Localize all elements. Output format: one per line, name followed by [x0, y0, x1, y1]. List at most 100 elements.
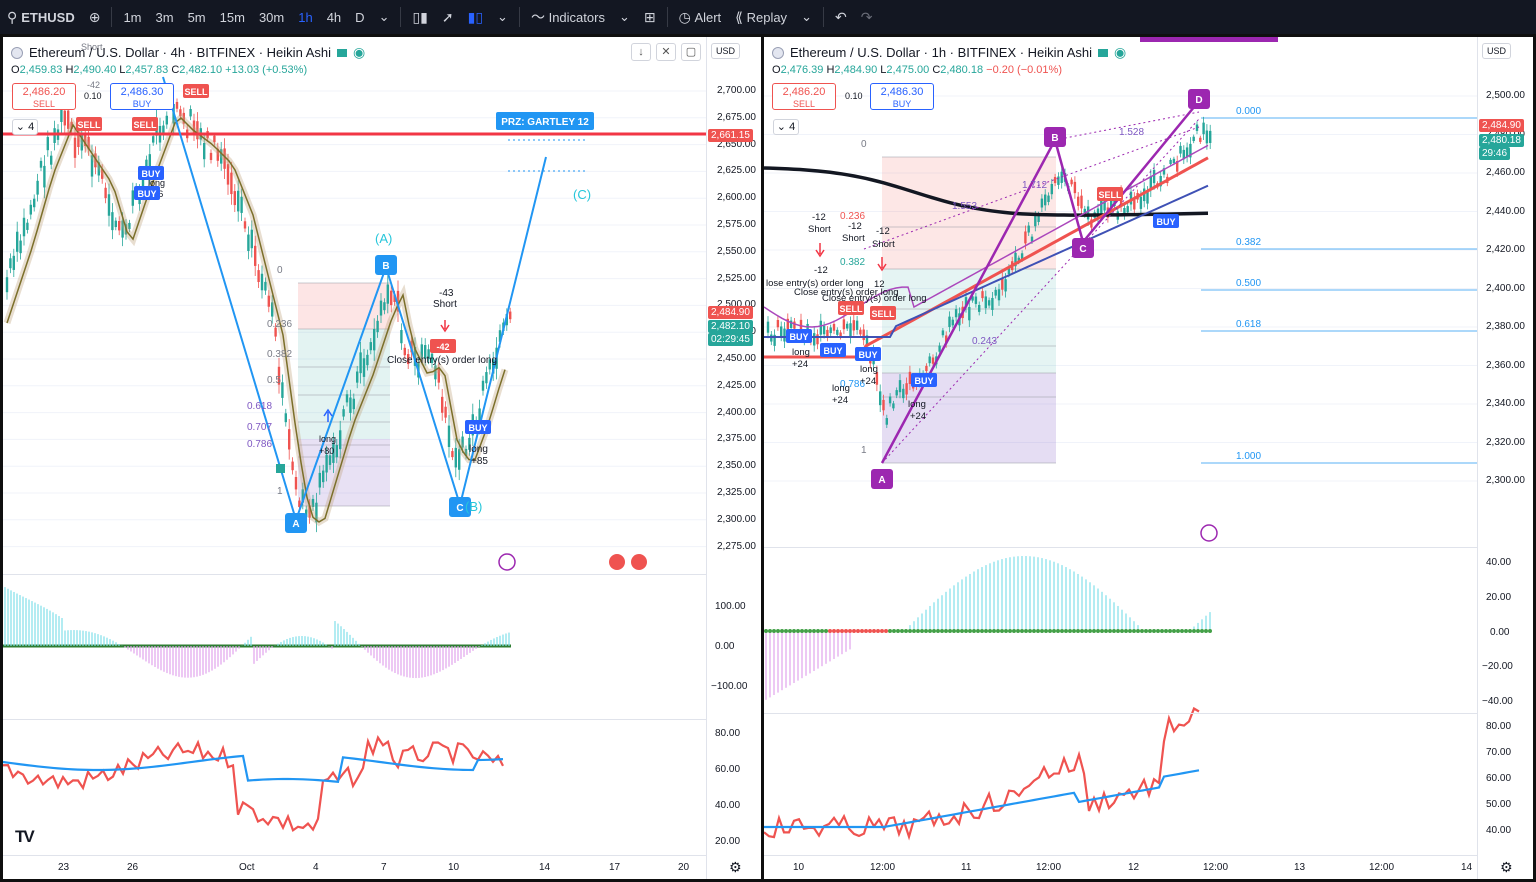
time-axis-4h[interactable]: 23 26 Oct 4 7 10 14 17 20 — [3, 855, 706, 879]
settings-gear-icon[interactable]: ⚙ — [729, 859, 742, 875]
macd-dot — [800, 629, 804, 633]
macd-dot — [816, 629, 820, 633]
candle-body — [1133, 197, 1136, 210]
divider — [822, 7, 824, 27]
bar-style-button[interactable]: ▯▮ — [405, 0, 434, 34]
candle-body — [875, 372, 879, 385]
macd-dot — [1208, 629, 1212, 633]
candle-body — [305, 509, 308, 518]
alert-button[interactable]: ◷ Alert — [672, 0, 729, 34]
chart-panel-4h[interactable]: PRZ: GARTLEY 12 A B C (A) (B) (C) 0 0.236 0.382 0.… — [3, 37, 761, 879]
chart-panel-1h[interactable]: 0.000 0.382 0.500 0.618 1.000 A B C D 1.553 1.528 1… — [764, 37, 1533, 879]
candle-body — [230, 172, 233, 195]
macd-dot — [880, 629, 884, 633]
fib-level-label: 0.786 — [247, 439, 272, 450]
pane-divider[interactable] — [3, 574, 706, 575]
redo-button[interactable]: ↷ — [854, 0, 880, 34]
indicators-collapse-button[interactable]: ⌄ 4 — [773, 119, 799, 135]
symbol-search[interactable]: ⚲ ETHUSD — [0, 0, 82, 34]
trade-label: Short — [842, 233, 865, 244]
fib-retracement-label: 1.000 — [1236, 451, 1261, 462]
macd-dot — [840, 629, 844, 633]
trade-label: lose entry(s) order long — [766, 278, 864, 289]
chart-canvas-1h[interactable]: 0.0000.3820.5000.6181.000ABCD1.5531.5281… — [764, 37, 1533, 879]
candle-body — [1123, 207, 1126, 216]
sell-order-button[interactable]: 2,486.20 SELL — [12, 83, 76, 110]
interval-3m[interactable]: 3m — [155, 9, 174, 25]
candle-body — [1162, 168, 1166, 175]
sell-signal: -42 — [436, 342, 449, 352]
macd-dot — [1176, 629, 1180, 633]
buy-order-button[interactable]: 2,486.30 BUY — [110, 83, 174, 110]
compare-button[interactable]: ⊕ — [82, 0, 108, 34]
time-label: 26 — [127, 862, 139, 873]
interval-5m[interactable]: 5m — [187, 9, 206, 25]
interval-1h[interactable]: 1h — [298, 9, 313, 25]
alarm-clock-icon: ◷ — [678, 8, 691, 25]
fib-level-label: 0.382 — [267, 349, 292, 360]
replay-dropdown[interactable]: ⌄ — [794, 0, 819, 34]
indicators-button[interactable]: 〜 Indicators — [524, 0, 612, 34]
interval-15m[interactable]: 15m — [219, 9, 245, 25]
candle-body — [464, 448, 468, 456]
indicators-dropdown[interactable]: ⌄ — [612, 0, 637, 34]
layout-button[interactable]: ⊞ — [637, 0, 663, 34]
interval-1m[interactable]: 1m — [123, 9, 142, 25]
price-axis-1h[interactable]: USD 2,500.002,480.002,460.002,440.002,42… — [1477, 37, 1533, 879]
candle-body — [260, 273, 264, 291]
candle-body — [994, 289, 997, 296]
undo-button[interactable]: ↶ — [828, 0, 854, 34]
buy-order-button[interactable]: 2,486.30 BUY — [870, 83, 934, 110]
candle-body — [1143, 188, 1146, 202]
last-price-tag: 2,484.90 — [1479, 119, 1524, 132]
sell-order-button[interactable]: 2,486.20 SELL — [772, 83, 836, 110]
macd-dot — [888, 629, 892, 633]
indicators-collapse-button[interactable]: ⌄ 4 — [12, 119, 38, 135]
chart-type-dropdown[interactable]: ⌄ — [490, 0, 515, 34]
harmonic-pattern-line — [880, 100, 1200, 464]
macd-dot — [772, 629, 776, 633]
candle-body — [879, 391, 882, 406]
macd-dot — [972, 629, 976, 633]
pane-divider[interactable] — [764, 713, 1477, 714]
replay-button[interactable]: ⟪ Replay — [728, 0, 794, 34]
close-pane-button[interactable]: ✕ — [656, 43, 676, 61]
macd-dot — [980, 629, 984, 633]
scroll-down-button[interactable]: ↓ — [631, 43, 651, 61]
settings-gear-icon[interactable]: ⚙ — [1500, 859, 1513, 875]
trade-label: long — [832, 383, 850, 394]
candle-body — [451, 451, 454, 458]
candle-body — [468, 437, 471, 450]
ohlc-legend: O2,459.83 H2,490.40 L2,457.83 C2,482.10 … — [11, 64, 308, 76]
macd-dot — [1096, 629, 1100, 633]
time-label: 23 — [58, 862, 70, 873]
spread-value: 0.10 — [84, 91, 102, 101]
candle-body — [162, 125, 165, 136]
interval-4h[interactable]: 4h — [326, 9, 342, 25]
candle-body — [196, 121, 199, 140]
line-style-button[interactable]: ➚ — [435, 0, 461, 34]
trade-label: Close entry(s) order long — [387, 355, 497, 366]
pane-divider[interactable] — [764, 547, 1477, 548]
price-label: 2,380.00 — [1486, 321, 1525, 332]
replay-label: Replay — [746, 9, 788, 25]
tradingview-logo[interactable]: TV — [15, 827, 35, 846]
currency-button[interactable]: USD — [711, 43, 741, 59]
maximize-button[interactable]: ▢ — [681, 43, 701, 61]
candle-body — [1189, 143, 1192, 158]
pane-divider[interactable] — [3, 719, 706, 720]
interval-d[interactable]: D — [355, 9, 365, 25]
candle-body — [26, 222, 29, 230]
time-axis-1h[interactable]: 10 12:00 11 12:00 12 12:00 13 12:00 14 — [764, 855, 1477, 879]
prz-label-box — [496, 112, 594, 130]
price-axis-4h[interactable]: USD 2,700.00 2,675.00 2,650.00 2,625.00 2,60… — [706, 37, 761, 879]
interval-dropdown[interactable]: ⌄ — [372, 0, 397, 34]
trade-label: +85 — [471, 456, 488, 467]
buy-signal-box — [855, 347, 881, 361]
candle-body — [1014, 252, 1017, 267]
interval-30m[interactable]: 30m — [258, 9, 285, 25]
trade-label: -12 — [876, 226, 890, 237]
currency-button[interactable]: USD — [1482, 43, 1512, 59]
candle-style-button[interactable]: ▮▯ — [461, 0, 490, 34]
chart-canvas-4h[interactable]: PRZ: GARTLEY 12 A B C (A) (B) (C) 0 0.236 0.382 0.… — [3, 37, 761, 879]
